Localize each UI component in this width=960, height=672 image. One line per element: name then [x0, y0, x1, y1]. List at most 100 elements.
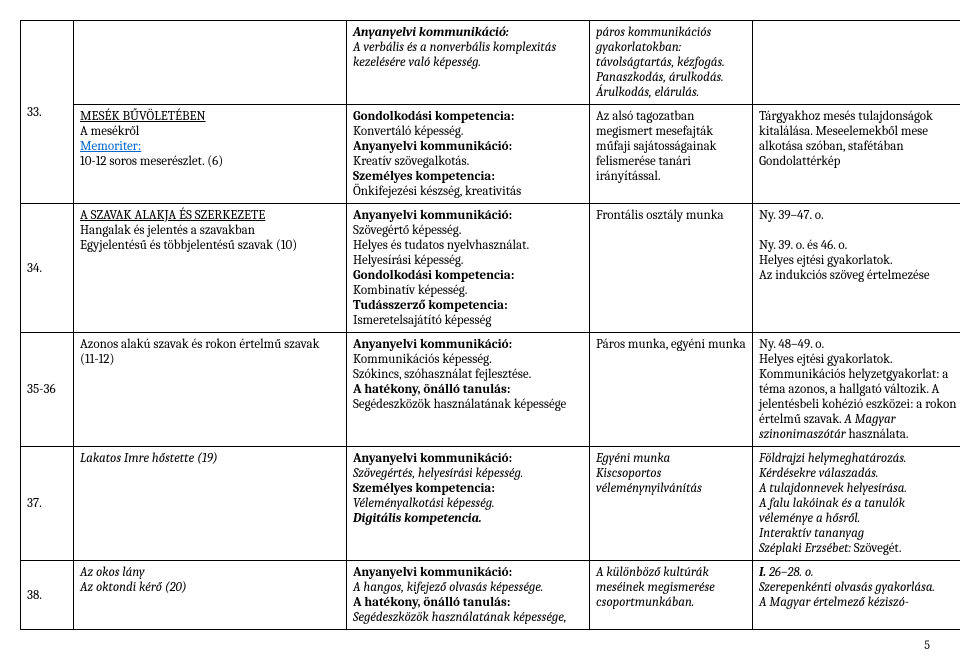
- competence-cell: Anyanyelvi kommunikáció: A verbális és a…: [347, 21, 590, 105]
- notes-cell: Ny. 48–49. o. Helyes ejtési gyakorlatok.…: [753, 333, 960, 447]
- notes-text: 26–28. o.: [769, 565, 814, 580]
- method-cell: Az alsó tagozatban megismert mesefajták …: [590, 105, 753, 204]
- notes-text: Szövegét.: [854, 541, 902, 556]
- notes-text: Kérdésekre válaszadás.: [759, 466, 878, 481]
- comp-heading: Anyanyelvi kommunikáció:: [353, 25, 509, 40]
- method-cell: Páros munka, egyéni munka: [590, 333, 753, 447]
- comp-heading: Anyanyelvi kommunikáció:: [353, 565, 512, 580]
- comp-text: Segédeszközök használatának képessége,: [353, 610, 567, 625]
- topic-cell: MESÉK BŰVÖLETÉBEN A mesékről Memoriter: …: [74, 105, 347, 204]
- topic-text: Hangalak és jelentés a szavakban: [80, 223, 255, 238]
- topic-text: Azonos alakú szavak és rokon értelmű sza…: [80, 337, 319, 367]
- comp-text: Szövegértés, helyesírási képesség.: [353, 466, 523, 481]
- method-text: A különböző kultúrák meséinek megismerés…: [596, 565, 715, 610]
- comp-heading: Gondolkodási kompetencia:: [353, 268, 514, 283]
- notes-text: Gondolattérkép: [759, 154, 840, 169]
- competence-cell: Anyanyelvi kommunikáció: Szövegértés, he…: [347, 447, 590, 561]
- num-text: 37.: [27, 496, 42, 511]
- method-text: Kiscsoportos véleménynyilvánítás: [596, 466, 702, 496]
- method-text: páros kommunikációs gyakorlatokban: távo…: [596, 25, 725, 100]
- notes-text: Helyes ejtési gyakorlatok.: [759, 352, 893, 367]
- comp-heading: A hatékony, önálló tanulás:: [353, 595, 510, 610]
- notes-text: A falu lakóinak és a tanulók véleménye a…: [759, 496, 905, 526]
- method-cell: Frontális osztály munka: [590, 204, 753, 333]
- competence-cell: Anyanyelvi kommunikáció: A hangos, kifej…: [347, 561, 590, 630]
- comp-text: Konvertáló képesség.: [353, 124, 464, 139]
- comp-text: Ismeretelsajátító képesség: [353, 313, 491, 328]
- notes-text: Ny. 39. o. és 46. o.: [759, 238, 847, 253]
- comp-heading: Tudásszerző kompetencia:: [353, 298, 508, 313]
- comp-text: Segédeszközök használatának képessége: [353, 397, 566, 412]
- comp-text: A verbális és a nonverbális komplexitás …: [353, 40, 556, 70]
- comp-text: Kreatív szövegalkotás.: [353, 154, 469, 169]
- notes-text: Ny. 39–47. o.: [759, 208, 824, 223]
- competence-cell: Gondolkodási kompetencia: Konvertáló kép…: [347, 105, 590, 204]
- notes-cell: Tárgyakhoz mesés tulajdonságok kitalálás…: [753, 105, 960, 204]
- notes-cell: [753, 21, 960, 105]
- num-text: 35-36: [27, 382, 56, 397]
- method-text: Páros munka, egyéni munka: [596, 337, 746, 352]
- num-text: 34.: [27, 261, 42, 276]
- topic-text: Az okos lány: [80, 565, 145, 580]
- table-row: 35-36 Azonos alakú szavak és rokon értel…: [21, 333, 960, 447]
- comp-heading: Gondolkodási kompetencia:: [353, 109, 514, 124]
- notes-cell: Ny. 39–47. o. Ny. 39. o. és 46. o. Helye…: [753, 204, 960, 333]
- topic-cell: A SZAVAK ALAKJA ÉS SZERKEZETE Hangalak é…: [74, 204, 347, 333]
- notes-text: használata.: [849, 427, 909, 442]
- topic-cell: [74, 21, 347, 105]
- topic-text: Lakatos Imre hőstette (19): [80, 451, 218, 466]
- topic-cell: Lakatos Imre hőstette (19): [74, 447, 347, 561]
- memoriter-link[interactable]: Memoriter:: [80, 139, 141, 154]
- num-text: 33.: [27, 105, 42, 120]
- table-row: 34. A SZAVAK ALAKJA ÉS SZERKEZETE Hangal…: [21, 204, 960, 333]
- comp-heading: Anyanyelvi kommunikáció:: [353, 208, 512, 223]
- topic-detail: 10-12 soros meserészlet. (6): [80, 154, 223, 169]
- comp-text: Önkifejezési készség, kreativitás: [353, 184, 521, 199]
- notes-text: Szerepenkénti olvasás gyakorlása.: [759, 580, 935, 595]
- comp-heading: Digitális kompetencia.: [353, 511, 482, 526]
- notes-text: Az indukciós szöveg értelmezése: [759, 268, 930, 283]
- notes-text: Helyes ejtési gyakorlatok.: [759, 253, 893, 268]
- comp-heading: Személyes kompetencia:: [353, 481, 495, 496]
- num-text: 38.: [27, 588, 42, 603]
- comp-heading: Anyanyelvi kommunikáció:: [353, 337, 512, 352]
- method-cell: Egyéni munka Kiscsoportos véleménynyilvá…: [590, 447, 753, 561]
- row-number: 35-36: [21, 333, 74, 447]
- notes-text: Földrajzi helymeghatározás.: [759, 451, 906, 466]
- topic-title: MESÉK BŰVÖLETÉBEN: [80, 109, 206, 124]
- comp-heading: A hatékony, önálló tanulás:: [353, 382, 510, 397]
- curriculum-table: 33. Anyanyelvi kommunikáció: A verbális …: [20, 20, 960, 630]
- topic-text: Az oktondi kérő (20): [80, 580, 187, 595]
- comp-text: Szövegértő képesség.: [353, 223, 461, 238]
- method-text: Egyéni munka: [596, 451, 670, 466]
- method-text: Az alsó tagozatban megismert mesefajták …: [596, 109, 717, 184]
- comp-heading: Anyanyelvi kommunikáció:: [353, 139, 512, 154]
- table-row: 38. Az okos lány Az oktondi kérő (20) An…: [21, 561, 960, 630]
- topic-cell: Azonos alakú szavak és rokon értelmű sza…: [74, 333, 347, 447]
- notes-text: Széplaki Erzsébet:: [759, 541, 854, 556]
- competence-cell: Anyanyelvi kommunikáció: Szövegértő képe…: [347, 204, 590, 333]
- comp-text: Kommunikációs képesség.: [353, 352, 492, 367]
- row-number: 34.: [21, 204, 74, 333]
- method-cell: A különböző kultúrák meséinek megismerés…: [590, 561, 753, 630]
- comp-heading: Anyanyelvi kommunikáció:: [353, 451, 512, 466]
- notes-cell: I. 26–28. o. Szerepenkénti olvasás gyako…: [753, 561, 960, 630]
- comp-text: Helyes és tudatos nyelvhasználat. Helyes…: [353, 238, 529, 268]
- comp-text: A hangos, kifejező olvasás képessége.: [353, 580, 543, 595]
- row-number: 37.: [21, 447, 74, 561]
- method-cell: páros kommunikációs gyakorlatokban: távo…: [590, 21, 753, 105]
- row-number: 33.: [21, 21, 74, 204]
- notes-text: I.: [759, 565, 769, 580]
- topic-cell: Az okos lány Az oktondi kérő (20): [74, 561, 347, 630]
- row-number: 38.: [21, 561, 74, 630]
- topic-sub: A mesékről: [80, 124, 139, 139]
- notes-cell: Földrajzi helymeghatározás. Kérdésekre v…: [753, 447, 960, 561]
- table-row: 33. Anyanyelvi kommunikáció: A verbális …: [21, 21, 960, 105]
- notes-text: A tulajdonnevek helyesírása.: [759, 481, 907, 496]
- method-text: Frontális osztály munka: [596, 208, 724, 223]
- page-number: 5: [20, 638, 940, 652]
- comp-text: Véleményalkotási képesség.: [353, 496, 495, 511]
- comp-text: Szókincs, szóhasználat fejlesztése.: [353, 367, 531, 382]
- table-row: MESÉK BŰVÖLETÉBEN A mesékről Memoriter: …: [21, 105, 960, 204]
- notes-text: Ny. 48–49. o.: [759, 337, 824, 352]
